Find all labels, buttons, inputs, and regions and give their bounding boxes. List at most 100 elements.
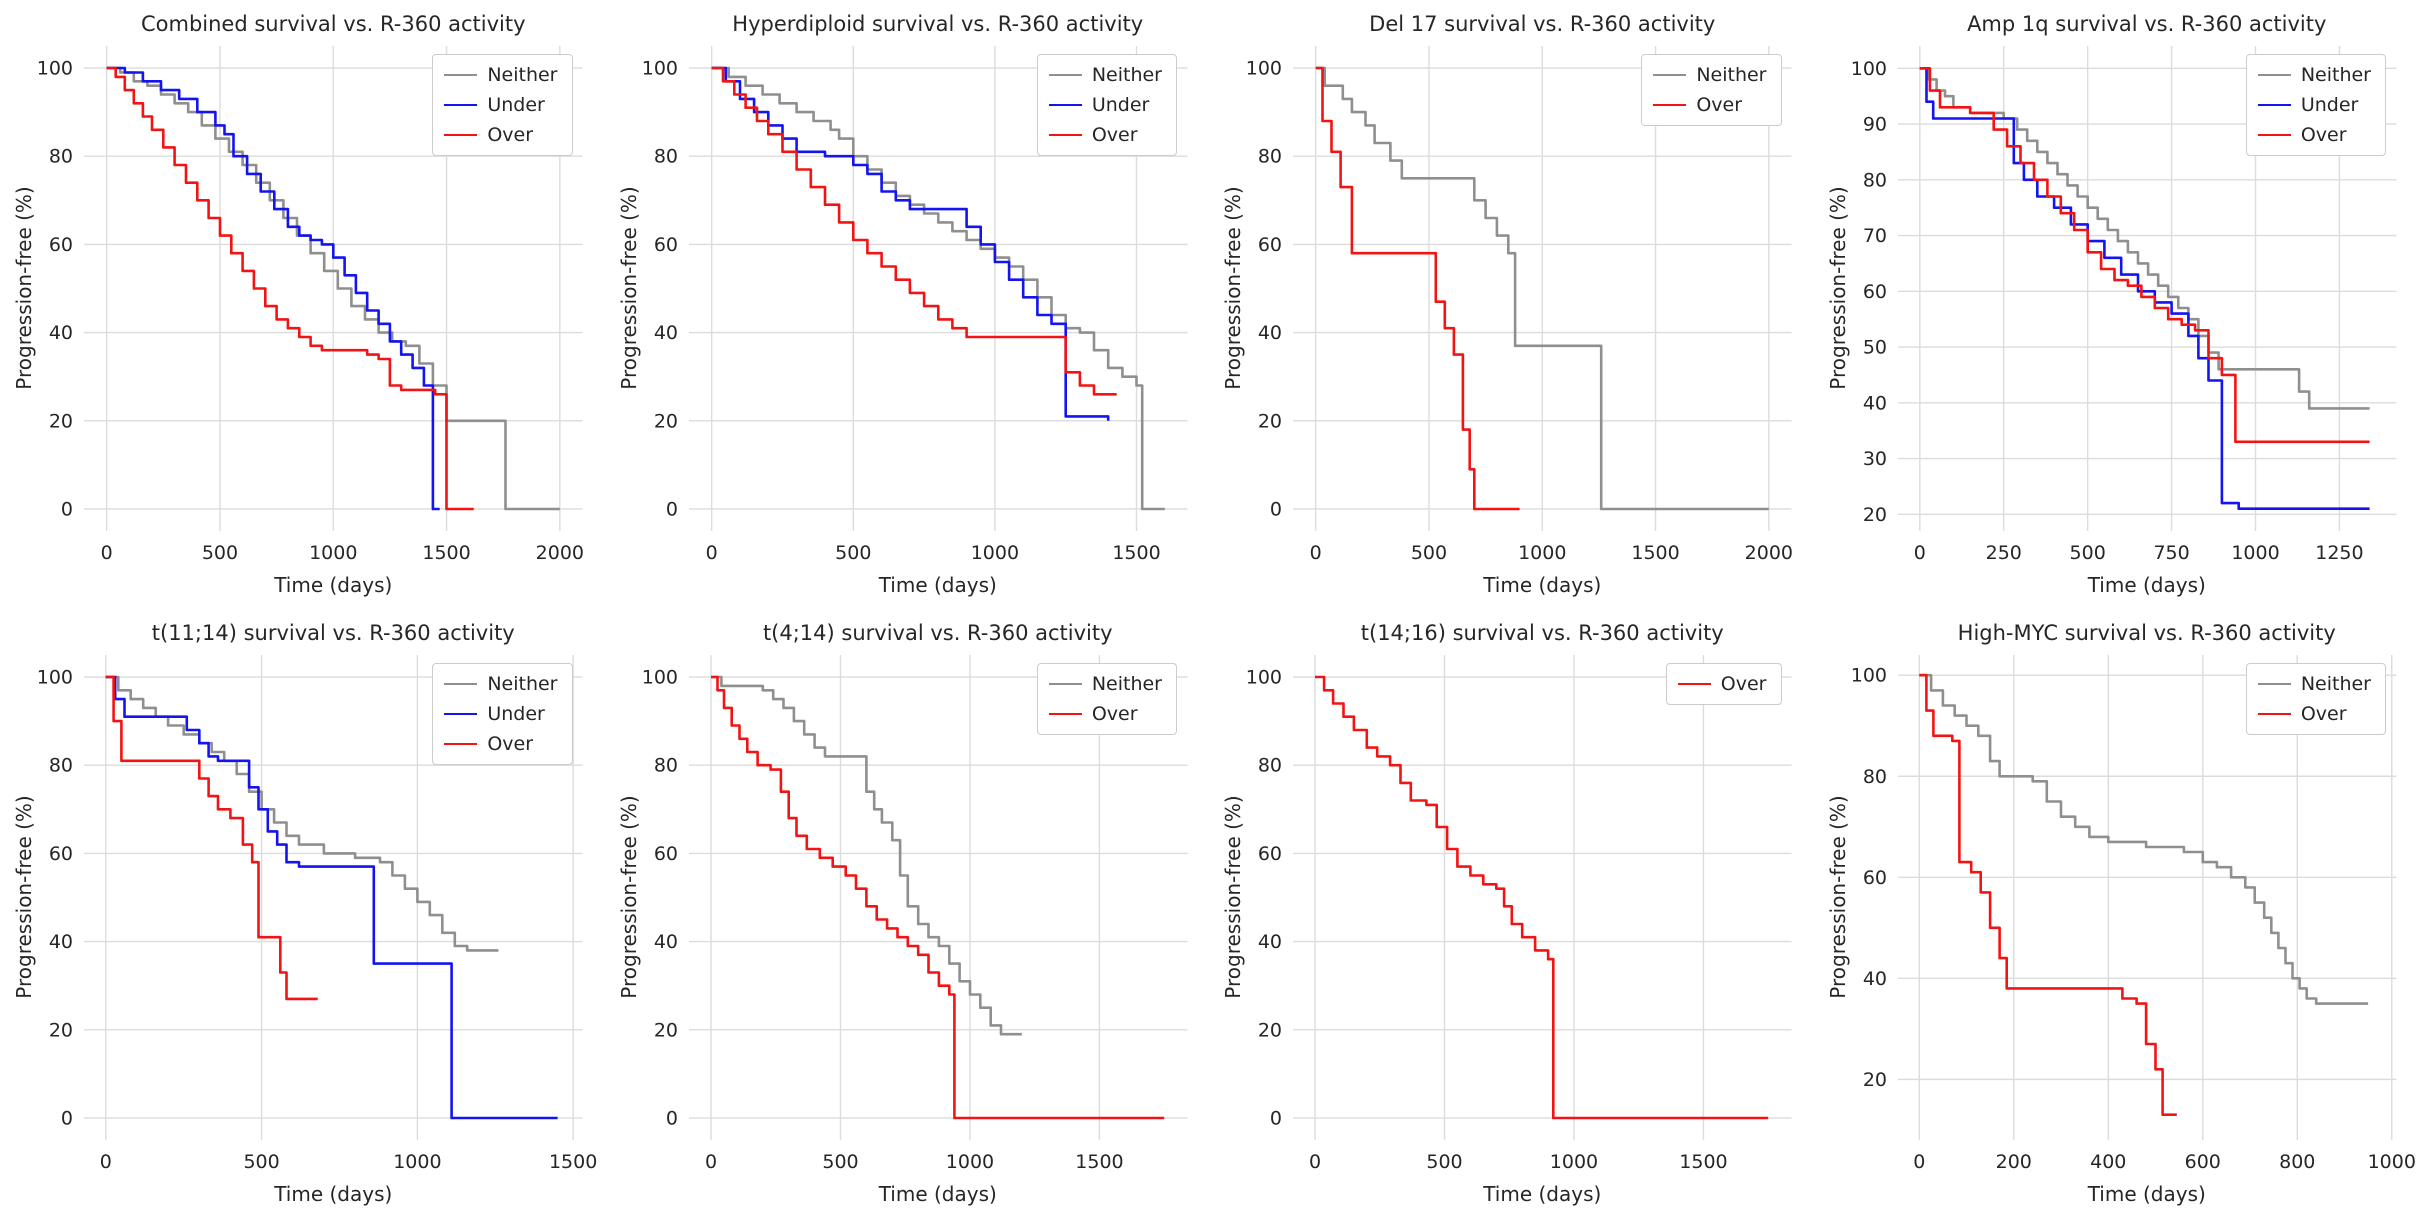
legend-item-over: Over xyxy=(1048,702,1162,726)
x-tick-label: 0 xyxy=(1913,1151,1925,1173)
y-tick-label: 60 xyxy=(1258,843,1282,865)
chart-title: t(4;14) survival vs. R-360 activity xyxy=(762,621,1113,645)
chart-title: Hyperdiploid survival vs. R-360 activity xyxy=(732,12,1144,36)
series-line-over xyxy=(106,66,474,511)
chart-panel-amp1q: Amp 1q survival vs. R-360 activity Progr… xyxy=(1814,0,2418,609)
x-tick-label: 2000 xyxy=(1745,542,1793,564)
chart-panel-high-myc: High-MYC survival vs. R-360 activity Pro… xyxy=(1814,609,2418,1218)
x-axis-label: Time (days) xyxy=(2087,573,2206,597)
legend: Neither Over xyxy=(1641,54,1782,126)
legend-item-over: Over xyxy=(1048,123,1162,147)
plot-area: 0 500 1000 1500 0 20 40 60 80 100 xyxy=(1246,655,1792,1173)
x-tick-label: 2000 xyxy=(536,542,584,564)
x-axis-label: Time (days) xyxy=(2087,1182,2206,1206)
x-tick-label: 0 xyxy=(101,542,113,564)
series-line-over xyxy=(1315,66,1520,511)
y-tick-label: 100 xyxy=(1246,667,1282,689)
legend-label: Over xyxy=(487,733,534,755)
series-line-over xyxy=(711,66,1117,396)
legend: Neither Over xyxy=(2245,663,2386,735)
y-tick-label: 60 xyxy=(653,234,677,256)
y-tick-label: 40 xyxy=(653,322,677,344)
legend-item-over: Over xyxy=(2257,123,2371,147)
x-tick-label: 1500 xyxy=(1679,1151,1727,1173)
chart-title: t(11;14) survival vs. R-360 activity xyxy=(151,621,515,645)
legend-line-swatch xyxy=(1048,104,1082,106)
x-tick-label: 0 xyxy=(1309,1151,1321,1173)
legend-item-neither: Neither xyxy=(1048,63,1162,87)
legend-label: Under xyxy=(487,703,545,725)
x-tick-label: 800 xyxy=(2279,1151,2315,1173)
chart-panel-t4-14: t(4;14) survival vs. R-360 activity Prog… xyxy=(605,609,1210,1218)
x-tick-label: 1250 xyxy=(2315,542,2363,564)
chart-panel-del17: Del 17 survival vs. R-360 activity Progr… xyxy=(1209,0,1814,609)
legend-label: Neither xyxy=(487,673,558,695)
legend-item-neither: Neither xyxy=(444,63,558,87)
legend-label: Neither xyxy=(2300,673,2371,695)
series-line-over xyxy=(105,675,318,1001)
x-tick-label: 200 xyxy=(1995,1151,2031,1173)
y-tick-label: 60 xyxy=(1258,234,1282,256)
legend-line-swatch xyxy=(1048,74,1082,76)
x-tick-label: 1000 xyxy=(2367,1151,2415,1173)
chart-panel-t14-16: t(14;16) survival vs. R-360 activity Pro… xyxy=(1209,609,1814,1218)
legend-label: Neither xyxy=(1696,64,1767,86)
legend-line-swatch xyxy=(444,134,478,136)
y-tick-label: 0 xyxy=(665,498,677,520)
y-tick-label: 40 xyxy=(653,931,677,953)
y-tick-label: 100 xyxy=(641,58,677,80)
x-tick-label: 250 xyxy=(1985,542,2021,564)
series-line-neither xyxy=(710,675,1022,1036)
y-tick-label: 50 xyxy=(1862,337,1886,359)
legend-line-swatch xyxy=(444,74,478,76)
y-tick-label: 80 xyxy=(1258,146,1282,168)
legend: Neither Under Over xyxy=(432,54,573,156)
x-tick-label: 1000 xyxy=(970,542,1018,564)
legend-line-swatch xyxy=(1048,713,1082,715)
chart-title: Amp 1q survival vs. R-360 activity xyxy=(1967,12,2327,36)
x-axis-label: Time (days) xyxy=(878,1182,997,1206)
legend-item-under: Under xyxy=(1048,93,1162,117)
x-tick-label: 500 xyxy=(243,1151,279,1173)
legend-label: Over xyxy=(2300,703,2347,725)
legend-label: Under xyxy=(2300,94,2359,116)
x-tick-label: 1500 xyxy=(1631,542,1679,564)
legend-line-swatch xyxy=(2257,134,2291,136)
y-tick-label: 100 xyxy=(1850,665,1886,687)
y-tick-label: 60 xyxy=(1862,281,1886,303)
x-tick-label: 500 xyxy=(835,542,871,564)
y-tick-label: 80 xyxy=(1862,169,1886,191)
y-tick-label: 60 xyxy=(49,843,73,865)
y-tick-label: 0 xyxy=(665,1107,677,1129)
plot-area: 0 200 400 600 800 1000 20 40 60 80 100 xyxy=(1850,655,2415,1173)
x-tick-label: 1500 xyxy=(1075,1151,1123,1173)
x-tick-label: 750 xyxy=(2153,542,2189,564)
legend-line-swatch xyxy=(1653,74,1687,76)
series-line-neither xyxy=(1918,673,2368,1005)
chart-panel-hyperdiploid: Hyperdiploid survival vs. R-360 activity… xyxy=(605,0,1210,609)
y-tick-label: 20 xyxy=(1258,410,1282,432)
chart-title: t(14;16) survival vs. R-360 activity xyxy=(1360,621,1724,645)
plot-area: 0 500 1000 1500 0 20 40 60 80 100 xyxy=(641,655,1187,1173)
chart-title: Combined survival vs. R-360 activity xyxy=(140,12,526,36)
y-tick-label: 20 xyxy=(653,410,677,432)
x-tick-label: 1000 xyxy=(2231,542,2279,564)
legend-line-swatch xyxy=(2257,74,2291,76)
y-tick-label: 80 xyxy=(653,755,677,777)
legend-label: Under xyxy=(1091,94,1150,116)
legend-item-over: Over xyxy=(444,732,557,756)
y-tick-label: 0 xyxy=(1270,498,1282,520)
y-tick-label: 0 xyxy=(61,498,73,520)
series-line-over xyxy=(710,675,1164,1120)
y-tick-label: 20 xyxy=(653,1019,677,1041)
y-tick-label: 60 xyxy=(653,843,677,865)
y-tick-label: 100 xyxy=(1850,58,1886,80)
legend: Neither Under Over xyxy=(1036,54,1177,156)
x-tick-label: 1500 xyxy=(549,1151,597,1173)
y-tick-label: 0 xyxy=(61,1107,73,1129)
y-tick-label: 20 xyxy=(1258,1019,1282,1041)
legend: Over xyxy=(1665,663,1782,705)
y-tick-label: 40 xyxy=(1258,322,1282,344)
x-tick-label: 400 xyxy=(2090,1151,2126,1173)
y-tick-label: 100 xyxy=(641,667,677,689)
